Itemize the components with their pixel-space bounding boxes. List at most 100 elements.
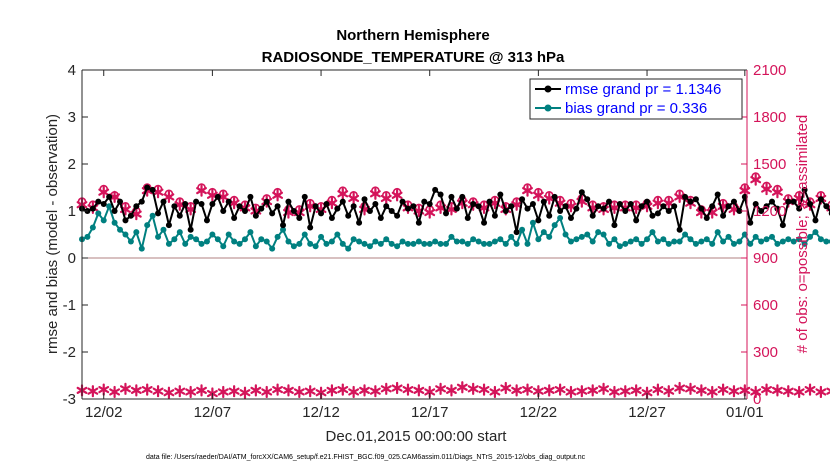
data-file-footer: data file: /Users/raeder/DAI/ATM_forcXX/…: [146, 454, 586, 461]
rmse-point: [812, 217, 819, 224]
x-axis-ticks: 12/02 12/07 12/12 12/17 12/22 12/27 01/01: [85, 70, 764, 421]
x-axis-label: Dec.01,2015 00:00:00 start: [326, 428, 508, 445]
low-count-marker: [728, 385, 740, 398]
bias-point: [486, 240, 493, 247]
rmse-point: [730, 198, 737, 205]
bias-point: [633, 236, 640, 243]
bias-point: [198, 240, 205, 247]
x-tick-label: 12/22: [520, 404, 558, 421]
rmse-point: [269, 210, 276, 217]
bias-point: [122, 231, 129, 238]
low-count-marker: [489, 385, 501, 399]
rmse-point: [193, 198, 200, 205]
bias-point: [475, 238, 482, 245]
bias-point: [741, 231, 748, 238]
y-left-tick-label: 1: [68, 203, 76, 220]
bias-point: [768, 233, 775, 240]
y-right-tick-label: 0: [753, 391, 761, 408]
bias-point: [84, 233, 91, 240]
rmse-point: [258, 205, 265, 212]
bias-point: [660, 236, 667, 243]
bias-point: [138, 245, 145, 252]
y-right-tick-label: 900: [753, 250, 778, 267]
rmse-point: [231, 215, 238, 222]
bias-point: [725, 233, 732, 240]
rmse-point: [453, 205, 460, 212]
assimilated-marker: [532, 189, 544, 202]
low-count-marker: [250, 384, 262, 397]
low-count-marker: [120, 382, 131, 395]
bias-point: [328, 238, 335, 245]
rmse-point: [350, 203, 357, 210]
rmse-point: [394, 212, 401, 219]
bias-point: [529, 219, 536, 226]
rmse-point: [122, 217, 129, 224]
rmse-point: [155, 210, 162, 217]
rmse-point: [225, 198, 232, 205]
bias-point: [388, 240, 395, 247]
low-count-marker: [652, 383, 664, 396]
rmse-point: [714, 191, 721, 198]
rmse-point: [644, 198, 651, 205]
bias-point: [519, 226, 526, 233]
bias-point: [644, 236, 651, 243]
low-count-marker: [293, 385, 305, 399]
bias-point: [692, 240, 699, 247]
rmse-point: [345, 212, 352, 219]
bias-point: [432, 238, 439, 245]
bias-point: [709, 240, 716, 247]
y-left-tick-label: 4: [68, 62, 76, 79]
bias-point: [758, 238, 765, 245]
rmse-point: [296, 215, 303, 222]
rmse-point: [595, 203, 602, 210]
low-count-marker: [598, 382, 609, 395]
bias-point: [606, 240, 613, 247]
rmse-point: [111, 208, 118, 214]
assimilated-marker: [98, 186, 110, 199]
bias-point: [274, 233, 281, 240]
assimilated-marker: [109, 190, 121, 203]
bias-point: [301, 231, 308, 238]
bias-point: [562, 231, 569, 238]
rmse-point: [149, 186, 156, 193]
rmse-point: [187, 226, 194, 233]
low-count-marker: [217, 385, 229, 399]
bias-point: [703, 236, 710, 243]
low-count-marker: [761, 383, 772, 396]
bias-point: [258, 236, 265, 243]
bias-point: [160, 226, 167, 233]
low-count-marker: [152, 385, 164, 398]
bias-point: [796, 236, 803, 243]
rmse-point: [415, 219, 422, 226]
rmse-point: [106, 193, 113, 200]
rmse-point: [709, 203, 716, 210]
rmse-point: [443, 210, 450, 217]
low-count-marker: [511, 384, 523, 397]
low-count-marker: [391, 381, 403, 395]
bias-point: [535, 236, 542, 243]
bias-point: [285, 238, 292, 245]
assimilated-marker: [348, 192, 360, 205]
bias-point: [290, 243, 297, 250]
rmse-point: [562, 203, 569, 210]
rmse-point: [171, 203, 178, 210]
low-count-marker: [674, 381, 686, 395]
rmse-point: [117, 198, 124, 205]
rmse-point: [692, 196, 699, 203]
low-count-marker: [706, 385, 718, 399]
low-count-marker: [663, 385, 675, 398]
bias-point: [823, 238, 830, 245]
bias-point: [203, 238, 210, 245]
rmse-point: [486, 198, 493, 205]
rmse-point: [600, 205, 607, 212]
low-count-marker: [793, 385, 805, 399]
rmse-point: [540, 198, 547, 205]
rmse-point: [823, 203, 830, 210]
y-right-axis-label: # of obs: o=possible; ∗=assimilated: [794, 115, 811, 354]
rmse-point: [448, 193, 455, 200]
bias-point: [236, 240, 243, 247]
bias-point: [89, 224, 96, 231]
rmse-point: [404, 205, 411, 212]
rmse-point: [133, 203, 140, 210]
bias-point: [106, 203, 113, 210]
